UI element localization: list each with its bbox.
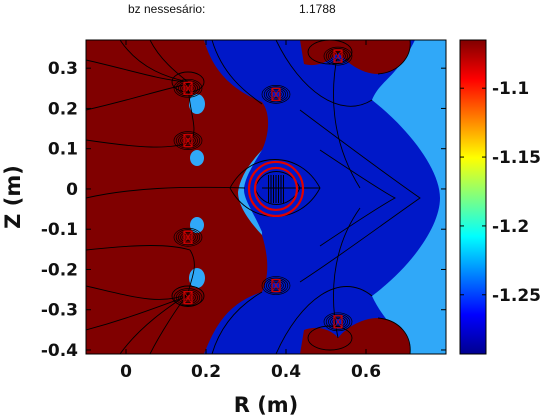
y-axis-label: Z (m) (1, 165, 25, 229)
x-tick-label: 0 (120, 362, 132, 382)
colorbar-tick-label: -1.2 (492, 217, 529, 237)
y-tick-label: 0.2 (48, 99, 78, 119)
coil (173, 131, 203, 150)
pocket-2 (190, 150, 204, 166)
inner-region (86, 40, 269, 354)
y-tick-label: 0.1 (48, 140, 78, 160)
coil (323, 46, 353, 66)
coil (261, 276, 291, 295)
y-axis-ticks: 0.3 0.2 0.1 0 -0.1 -0.2 -0.3 -0.4 (41, 59, 446, 361)
plot-frame (85, 39, 447, 355)
x-axis-ticks: 0 0.2 0.4 0.6 (120, 40, 381, 382)
coil (173, 78, 203, 98)
coil (173, 288, 203, 307)
marker-outer-ring (247, 160, 305, 218)
x-axis-label: R (m) (234, 393, 299, 417)
colorbar-tick-label: -1.25 (492, 286, 541, 306)
colorbar-ticks: -1.1 -1.15 -1.2 -1.25 (460, 79, 541, 306)
x-tick-label: 0.6 (351, 362, 381, 382)
coil (261, 84, 291, 104)
marker-inner-ring (253, 166, 299, 212)
outer-region (204, 40, 440, 354)
y-tick-label: 0.3 (48, 59, 78, 79)
y-tick-label: -0.4 (41, 341, 78, 361)
upper-right-lobe (300, 40, 411, 74)
coil (173, 227, 203, 247)
coil (323, 312, 353, 332)
central-marker (247, 160, 305, 218)
pocket-1 (189, 94, 205, 114)
y-tick-label: 0 (66, 180, 78, 200)
x-tick-label: 0.2 (191, 362, 221, 382)
contour-field (86, 40, 446, 354)
y-tick-label: -0.2 (41, 260, 78, 280)
coil-markers (173, 46, 353, 332)
colorbar (459, 39, 487, 355)
header-value: 1.1788 (299, 2, 336, 16)
colorbar-tick-label: -1.15 (492, 148, 541, 168)
pocket-4 (189, 268, 205, 288)
y-tick-label: -0.1 (41, 220, 78, 240)
header-label: bz nessesário: (128, 2, 206, 16)
colorbar-tick-label: -1.1 (492, 79, 529, 99)
lower-right-lobe (300, 318, 411, 354)
x-tick-label: 0.4 (271, 362, 301, 382)
y-tick-label: -0.3 (41, 301, 78, 321)
